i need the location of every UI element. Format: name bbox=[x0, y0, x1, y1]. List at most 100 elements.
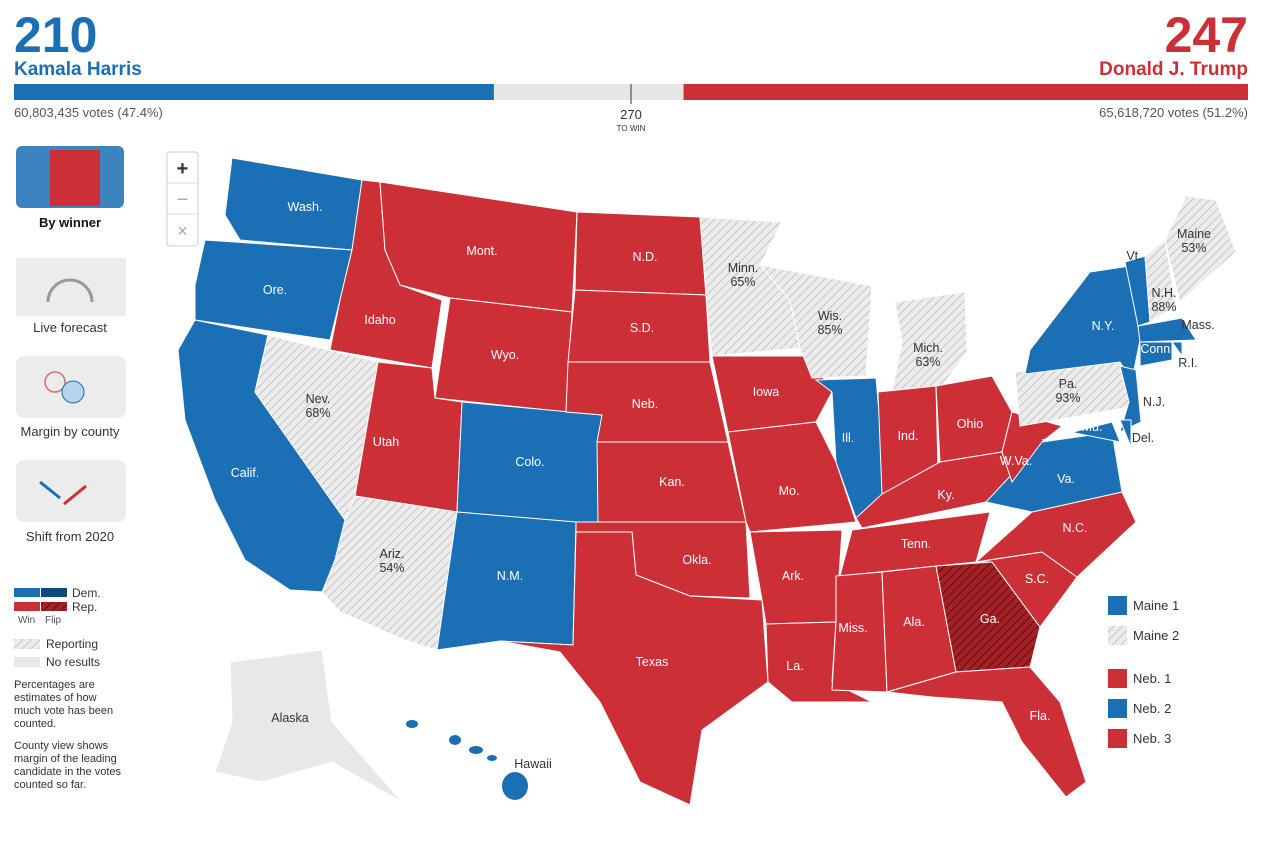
state bbox=[886, 666, 1087, 798]
state-label: Ariz. bbox=[380, 547, 405, 561]
dem-candidate: Kamala Harris bbox=[14, 59, 142, 80]
dem-votes: 60,803,435 votes (47.4%) bbox=[14, 105, 163, 120]
state-label: Colo. bbox=[515, 455, 544, 469]
legend-label: Dem. bbox=[72, 586, 101, 600]
swatch-rep-win bbox=[14, 602, 40, 611]
island bbox=[469, 746, 483, 754]
arrow bbox=[63, 484, 87, 506]
reported-share: 85% bbox=[817, 323, 842, 337]
island bbox=[502, 772, 528, 800]
view-thumbnails bbox=[16, 146, 126, 522]
rep-votes: 65,618,720 votes (51.2%) bbox=[1099, 105, 1248, 120]
district-label: Neb. 1 bbox=[1133, 671, 1171, 686]
state-label: W.Va. bbox=[1000, 454, 1032, 468]
state bbox=[1171, 341, 1183, 358]
view-label[interactable]: Margin by county bbox=[21, 424, 120, 439]
reported-share: 54% bbox=[379, 561, 404, 575]
thumb-shift[interactable] bbox=[16, 460, 126, 522]
reset[interactable]: × bbox=[177, 221, 188, 241]
state-label: Mo. bbox=[779, 484, 800, 498]
district-swatch bbox=[1108, 699, 1127, 718]
state bbox=[935, 561, 1041, 673]
state-label: Ohio bbox=[957, 417, 983, 431]
state bbox=[1164, 195, 1237, 303]
state-label: Neb. bbox=[632, 397, 658, 411]
state-label: Okla. bbox=[682, 553, 711, 567]
us-map: Wash. Ore. Calif. Nev.68% Idaho Mont. Wyo. Utah… bbox=[177, 157, 1237, 806]
district-swatch bbox=[1108, 596, 1127, 615]
state-label: Wyo. bbox=[491, 348, 519, 362]
reported-share: 53% bbox=[1181, 241, 1206, 255]
state bbox=[1001, 411, 1064, 484]
state bbox=[831, 571, 888, 693]
state-label: Kan. bbox=[659, 475, 685, 489]
state-label: Tenn. bbox=[901, 537, 932, 551]
district-swatch bbox=[1108, 626, 1127, 645]
district-swatch bbox=[1108, 669, 1127, 688]
state bbox=[1024, 265, 1141, 382]
state bbox=[499, 531, 769, 806]
view-label[interactable]: Live forecast bbox=[33, 320, 107, 335]
zoom-in[interactable]: + bbox=[177, 158, 189, 180]
legend-label: Reporting bbox=[46, 637, 98, 651]
arrow bbox=[39, 480, 61, 500]
state-label: S.C. bbox=[1025, 572, 1049, 586]
state bbox=[1139, 341, 1173, 367]
gauge bbox=[46, 278, 94, 303]
state bbox=[1144, 239, 1177, 323]
view-label[interactable]: By winner bbox=[39, 215, 101, 230]
reported-share: 65% bbox=[730, 275, 755, 289]
note: County view shows margin of the leading … bbox=[14, 740, 122, 791]
district-label: Maine 1 bbox=[1133, 598, 1179, 613]
reported-share: 88% bbox=[1151, 300, 1176, 314]
state-label: Wis. bbox=[818, 309, 842, 323]
legend: Dem. Rep. Win Flip Reporting No results bbox=[14, 586, 101, 669]
state-label: Mont. bbox=[466, 244, 497, 258]
bubble bbox=[44, 371, 66, 393]
zoom-box bbox=[166, 151, 199, 247]
reported-share: 68% bbox=[305, 406, 330, 420]
state-label: Mich. bbox=[913, 341, 943, 355]
state-label: Vt. bbox=[1126, 249, 1141, 263]
state-label: Iowa bbox=[753, 385, 779, 399]
state-label: N.J. bbox=[1143, 395, 1165, 409]
state bbox=[1137, 317, 1197, 343]
state bbox=[758, 264, 873, 379]
district-label: Neb. 3 bbox=[1133, 731, 1171, 746]
view-label[interactable]: Shift from 2020 bbox=[26, 529, 114, 544]
state-label: N.C. bbox=[1063, 521, 1088, 535]
state bbox=[214, 649, 403, 803]
state-label: N.H. bbox=[1152, 286, 1177, 300]
district-label: Neb. 2 bbox=[1133, 701, 1171, 716]
state-label: Mass. bbox=[1181, 318, 1214, 332]
note: Percentages are estimates of how much vo… bbox=[14, 679, 114, 730]
state-label: Idaho bbox=[364, 313, 395, 327]
state-label: Utah bbox=[373, 435, 399, 449]
state-label: Md. bbox=[1082, 420, 1103, 434]
zoom-controls: + − × bbox=[166, 151, 199, 247]
reported-share: 63% bbox=[915, 355, 940, 369]
swatch-no-results bbox=[14, 657, 40, 667]
state-label: Minn. bbox=[728, 261, 759, 275]
dem-bar bbox=[14, 84, 494, 100]
reported-share: 93% bbox=[1055, 391, 1080, 405]
state-label: Pa. bbox=[1059, 377, 1078, 391]
district-legend: Maine 1 Maine 2 Neb. 1 Neb. 2 Neb. 3 bbox=[1108, 596, 1179, 748]
zoom-out[interactable]: − bbox=[177, 189, 189, 211]
state bbox=[711, 355, 833, 433]
state-label: Ill. bbox=[842, 431, 855, 445]
state-label: Ind. bbox=[898, 429, 919, 443]
rep-candidate: Donald J. Trump bbox=[1099, 59, 1248, 80]
state-label: Fla. bbox=[1030, 709, 1051, 723]
state-label: Conn. bbox=[1140, 342, 1173, 356]
state-label: La. bbox=[786, 659, 803, 673]
state-label: Va. bbox=[1057, 472, 1075, 486]
state-label: Del. bbox=[1132, 431, 1154, 445]
swatch-reporting bbox=[14, 639, 40, 649]
threshold-label: TO WIN bbox=[617, 124, 646, 133]
swatch-rep-flip bbox=[41, 602, 67, 611]
thumb-forecast[interactable] bbox=[16, 258, 126, 316]
district-swatch bbox=[1108, 729, 1127, 748]
